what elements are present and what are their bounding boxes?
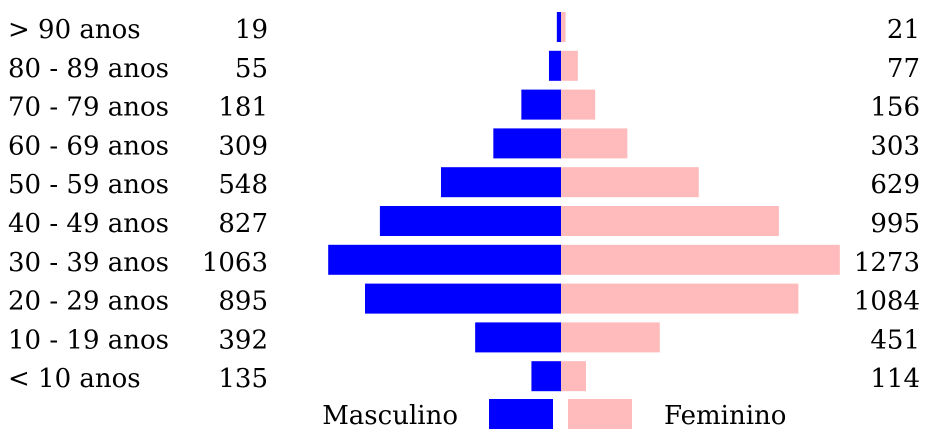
category-label-60-69-anos: 60 - 69 anos	[8, 131, 169, 161]
legend-label-masculino: Masculino	[322, 401, 458, 429]
value-label-feminino-90-anos: 21	[887, 15, 920, 45]
bar-feminino-30-39-anos	[561, 244, 840, 275]
bar-masculino-70-79-anos	[521, 89, 561, 120]
bar-masculino-50-59-anos	[440, 167, 561, 198]
bar-feminino-80-89-anos	[561, 50, 578, 81]
category-label-70-79-anos: 70 - 79 anos	[8, 93, 169, 123]
value-label-masculino-80-89-anos: 55	[235, 54, 268, 84]
bar-feminino-70-79-anos	[561, 89, 596, 120]
legend-swatch-feminino	[568, 399, 632, 429]
bar-masculino-30-39-anos	[328, 244, 561, 275]
category-label-30-39-anos: 30 - 39 anos	[8, 248, 169, 278]
bar-masculino-40-49-anos	[379, 206, 561, 236]
value-label-masculino-60-69-anos: 309	[218, 131, 268, 161]
category-label-10-19-anos: 10 - 19 anos	[8, 325, 169, 355]
chart-legend: Masculino Feminino	[322, 399, 786, 429]
bar-feminino-10-anos	[561, 361, 586, 392]
category-label-40-49-anos: 40 - 49 anos	[8, 209, 169, 239]
legend-label-feminino: Feminino	[664, 401, 786, 429]
value-label-masculino-10-anos: 135	[218, 364, 268, 394]
bar-masculino-90-anos	[556, 12, 561, 42]
value-label-feminino-40-49-anos: 995	[870, 209, 920, 239]
value-label-masculino-40-49-anos: 827	[218, 209, 268, 239]
category-label-20-29-anos: 20 - 29 anos	[8, 287, 169, 317]
value-label-feminino-20-29-anos: 1084	[854, 287, 920, 317]
category-label-50-59-anos: 50 - 59 anos	[8, 170, 169, 200]
bar-feminino-50-59-anos	[561, 167, 699, 198]
bar-feminino-40-49-anos	[561, 206, 779, 236]
value-label-masculino-90-anos: 19	[235, 15, 268, 45]
bar-feminino-90-anos	[561, 12, 566, 42]
value-label-feminino-60-69-anos: 303	[870, 131, 920, 161]
value-label-masculino-20-29-anos: 895	[218, 287, 268, 317]
bar-masculino-10-19-anos	[475, 322, 561, 353]
bar-feminino-10-19-anos	[561, 322, 660, 353]
value-label-feminino-70-79-anos: 156	[870, 93, 920, 123]
bar-masculino-60-69-anos	[493, 128, 561, 159]
value-label-feminino-10-19-anos: 451	[870, 325, 920, 355]
value-label-masculino-10-19-anos: 392	[218, 325, 268, 355]
value-label-feminino-30-39-anos: 1273	[854, 248, 920, 278]
bar-feminino-20-29-anos	[561, 283, 799, 314]
bar-feminino-60-69-anos	[561, 128, 628, 159]
bar-masculino-80-89-anos	[548, 50, 561, 81]
value-label-masculino-50-59-anos: 548	[218, 170, 268, 200]
legend-swatch-masculino	[489, 399, 553, 429]
chart-rows: > 90 anos 19 21 80 - 89 anos 55 77 70 - 79 ano…	[8, 12, 920, 394]
value-label-masculino-70-79-anos: 181	[218, 93, 268, 123]
value-label-feminino-50-59-anos: 629	[870, 170, 920, 200]
category-label-90-anos: > 90 anos	[8, 15, 141, 45]
category-label-10-anos: < 10 anos	[8, 364, 141, 394]
bar-masculino-20-29-anos	[365, 283, 561, 314]
category-label-80-89-anos: 80 - 89 anos	[8, 54, 169, 84]
value-label-feminino-10-anos: 114	[870, 364, 920, 394]
bar-masculino-10-anos	[531, 361, 561, 392]
value-label-masculino-30-39-anos: 1063	[202, 248, 268, 278]
value-label-feminino-80-89-anos: 77	[887, 54, 920, 84]
